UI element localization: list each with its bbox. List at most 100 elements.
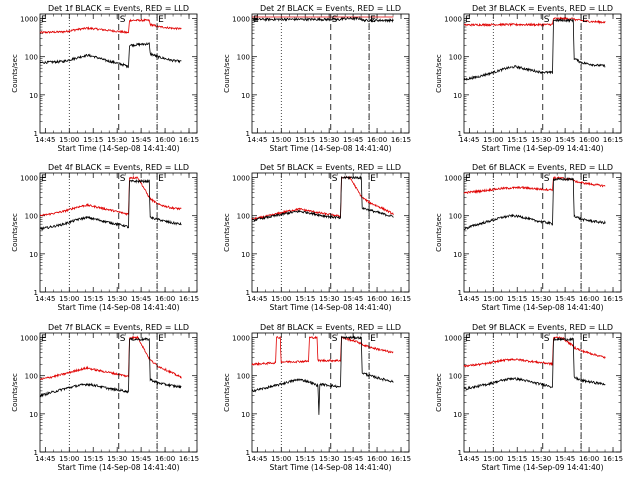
lld-series-line [463, 16, 606, 27]
lld-series-line [463, 176, 606, 194]
x-tick-label: 15:00 [483, 295, 503, 303]
y-tick-label: 1 [458, 449, 462, 457]
y-tick-label: 1 [458, 130, 462, 138]
x-tick-label: 15:00 [271, 455, 291, 463]
x-tick-label: 15:00 [59, 136, 79, 144]
x-tick-label: 16:15 [179, 295, 199, 303]
y-tick-label: 10 [29, 411, 38, 419]
chart-panel-8: Det 8f BLACK = Events, RED = LLD 1 10 100 10… [223, 323, 411, 472]
y-tick-label: 1000 [20, 175, 38, 183]
y-tick-label: 10 [453, 92, 462, 100]
x-tick-label: 15:45 [131, 136, 151, 144]
x-tick-label: 15:30 [531, 455, 551, 463]
y-tick-label: 100 [449, 54, 462, 62]
events-series-line [251, 335, 394, 415]
marker-label: S [120, 174, 126, 184]
marker-label: S [332, 334, 338, 344]
marker-label: E [465, 15, 471, 25]
chart-title: Det 7f BLACK = Events, RED = LLD [48, 323, 189, 332]
x-axis-label: Start Time (14-Sep-08 14:41:40) [58, 463, 180, 472]
marker-label: E [582, 15, 588, 25]
x-tick-label: 15:30 [319, 295, 339, 303]
x-tick-label: 14:45 [247, 455, 267, 463]
x-axis-label: Start Time (14-Sep-08 14:41:40) [58, 144, 180, 153]
x-tick-label: 16:00 [579, 295, 599, 303]
y-tick-label: 1000 [444, 335, 462, 343]
y-tick-label: 1000 [20, 335, 38, 343]
x-tick-label: 16:00 [367, 295, 387, 303]
events-series-line [463, 176, 606, 231]
x-tick-label: 16:15 [179, 455, 199, 463]
events-series-line [39, 41, 182, 69]
marker-label: E [41, 334, 47, 344]
y-tick-label: 10 [241, 92, 250, 100]
x-tick-label: 16:15 [603, 455, 623, 463]
x-tick-label: 15:30 [319, 455, 339, 463]
x-tick-label: 16:00 [367, 455, 387, 463]
chart-title: Det 3f BLACK = Events, RED = LLD [472, 4, 613, 13]
x-tick-label: 15:15 [507, 136, 527, 144]
events-series-line [40, 178, 182, 231]
x-tick-label: 16:00 [155, 295, 175, 303]
x-tick-label: 16:00 [367, 136, 387, 144]
y-tick-label: 100 [237, 373, 250, 381]
x-tick-label: 16:00 [579, 455, 599, 463]
y-axis-label: Counts/sec [223, 213, 231, 252]
x-tick-label: 14:45 [459, 136, 479, 144]
chart-panel-1: Det 1f BLACK = Events, RED = LLD 1 10 100 10… [11, 4, 199, 153]
y-tick-label: 1000 [20, 16, 38, 24]
marker-label: E [370, 174, 376, 184]
y-tick-label: 1 [246, 130, 250, 138]
x-tick-label: 15:15 [83, 455, 103, 463]
x-tick-label: 15:15 [295, 136, 315, 144]
events-series-line [39, 336, 182, 398]
y-tick-label: 1 [458, 289, 462, 297]
y-tick-label: 1 [34, 130, 38, 138]
marker-label: S [544, 334, 550, 344]
marker-label: S [120, 334, 126, 344]
x-tick-label: 16:15 [603, 136, 623, 144]
x-tick-label: 16:15 [391, 455, 411, 463]
y-tick-label: 1000 [232, 175, 250, 183]
y-tick-label: 1000 [444, 175, 462, 183]
y-axis-label: Counts/sec [11, 54, 19, 93]
y-tick-label: 1000 [232, 16, 250, 24]
y-tick-label: 100 [25, 373, 38, 381]
chart-title: Det 6f BLACK = Events, RED = LLD [472, 163, 613, 172]
chart-title: Det 4f BLACK = Events, RED = LLD [48, 163, 189, 172]
y-axis-label: Counts/sec [223, 54, 231, 93]
y-tick-label: 1000 [232, 335, 250, 343]
y-tick-label: 100 [237, 213, 250, 221]
y-tick-label: 10 [453, 411, 462, 419]
chart-panel-2: Det 2f BLACK = Events, RED = LLD 1 10 100 10… [223, 4, 411, 153]
x-tick-label: 15:15 [83, 136, 103, 144]
chart-panel-7: Det 7f BLACK = Events, RED = LLD 1 10 100 10… [11, 323, 199, 472]
x-tick-label: 14:45 [459, 455, 479, 463]
y-tick-label: 10 [241, 251, 250, 259]
x-tick-label: 15:45 [131, 455, 151, 463]
chart-title: Det 2f BLACK = Events, RED = LLD [260, 4, 401, 13]
y-tick-label: 1 [246, 449, 250, 457]
x-tick-label: 14:45 [35, 295, 55, 303]
x-tick-label: 16:15 [391, 136, 411, 144]
marker-label: E [41, 174, 47, 184]
marker-label: E [582, 174, 588, 184]
x-tick-label: 16:00 [155, 136, 175, 144]
events-series-line [251, 15, 394, 24]
y-tick-label: 10 [29, 251, 38, 259]
chart-title: Det 1f BLACK = Events, RED = LLD [48, 4, 189, 13]
y-tick-label: 10 [29, 92, 38, 100]
lld-series-line [251, 175, 394, 221]
x-tick-label: 15:00 [483, 455, 503, 463]
y-tick-label: 10 [453, 251, 462, 259]
x-axis-label: Start Time (14-Sep-08 14:41:40) [270, 463, 392, 472]
x-tick-label: 16:15 [179, 136, 199, 144]
y-tick-label: 1000 [444, 16, 462, 24]
x-tick-label: 15:30 [107, 455, 127, 463]
x-tick-label: 15:15 [507, 455, 527, 463]
x-axis-label: Start Time (14-Sep-08 14:41:40) [58, 303, 180, 312]
x-tick-label: 15:00 [59, 295, 79, 303]
x-tick-label: 15:00 [483, 136, 503, 144]
x-tick-label: 15:45 [343, 295, 363, 303]
